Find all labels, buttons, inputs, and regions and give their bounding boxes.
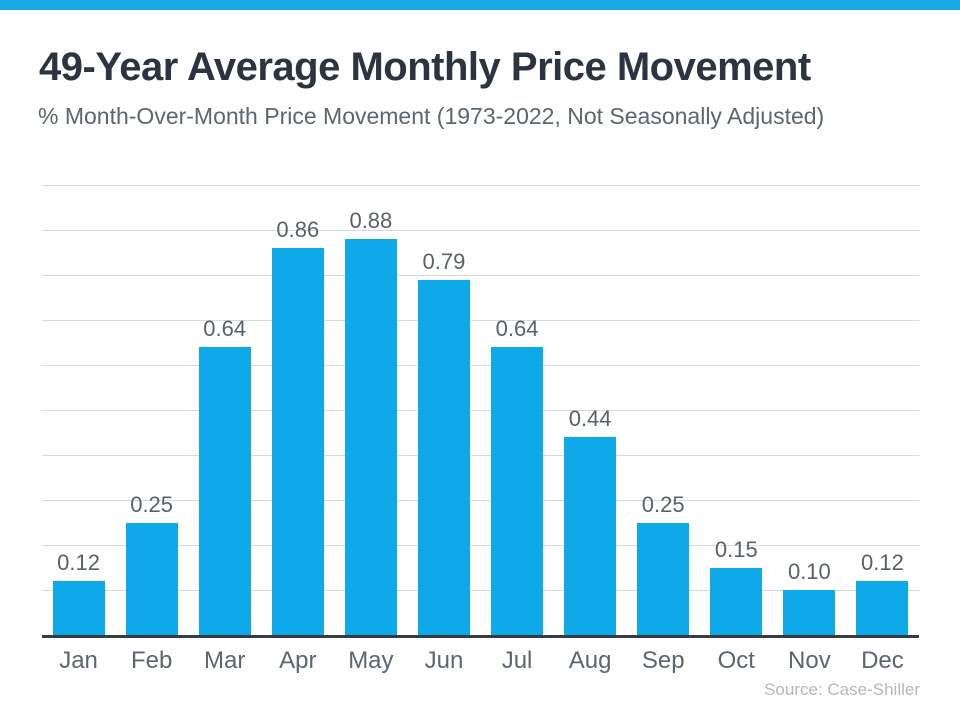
chart-subtitle: % Month-Over-Month Price Movement (1973-… xyxy=(38,103,825,129)
x-axis-label-jul: Jul xyxy=(501,647,533,674)
chart-title: 49-Year Average Monthly Price Movement xyxy=(39,45,811,89)
x-axis-label-nov: Nov xyxy=(788,647,831,674)
bar-value-label: 0.10 xyxy=(787,559,831,584)
bar-oct xyxy=(710,567,763,635)
gridline xyxy=(42,545,919,546)
x-axis-label-oct: Oct xyxy=(717,647,755,674)
bar-value-label: 0.12 xyxy=(57,550,100,575)
plot-area: 0.12 0.25 0.64 0.86 0.88 0.79 0.64 0.44 0.25 0.15… xyxy=(42,185,919,635)
bar-value-label: 0.79 xyxy=(422,248,466,274)
x-axis-labels: Jan Feb Mar Apr May Jun Jul Aug Sep Oct Nov Dec xyxy=(42,649,919,677)
bar-value-label: 0.64 xyxy=(495,316,539,341)
gridline xyxy=(42,500,919,501)
bar-mar xyxy=(198,347,251,635)
x-axis-label-apr: Apr xyxy=(279,647,317,674)
bar-value-label: 0.15 xyxy=(714,536,758,562)
x-axis-label-jan: Jan xyxy=(59,647,98,674)
x-axis-label-jun: Jun xyxy=(424,647,464,674)
gridline xyxy=(42,320,919,321)
gridline xyxy=(42,590,919,591)
bar-value-label: 0.25 xyxy=(641,491,685,517)
gridline xyxy=(42,365,919,366)
bar-chart: 0.12 0.25 0.64 0.86 0.88 0.79 0.64 0.44 0.25 0.15… xyxy=(42,185,919,635)
bar-sep xyxy=(637,522,690,635)
x-axis-label-may: May xyxy=(348,647,394,674)
bar-jul xyxy=(491,347,544,635)
bar-value-label: 0.64 xyxy=(203,316,247,341)
x-axis-line xyxy=(42,635,919,638)
bar-may xyxy=(344,239,397,635)
bar-dec xyxy=(856,581,909,635)
gridline xyxy=(42,410,919,411)
gridline xyxy=(42,455,919,456)
gridline xyxy=(42,185,919,186)
bar-value-label: 0.25 xyxy=(130,491,174,517)
x-axis-label-feb: Feb xyxy=(130,647,173,674)
bar-nov xyxy=(783,590,836,635)
bar-apr xyxy=(271,248,324,635)
bar-value-label: 0.86 xyxy=(276,217,320,242)
bar-value-label: 0.12 xyxy=(861,550,904,575)
gridline xyxy=(42,275,919,276)
bar-feb xyxy=(125,522,178,635)
top-accent-bar xyxy=(0,0,960,10)
bar-jan xyxy=(52,581,105,635)
bar-value-label: 0.44 xyxy=(568,406,612,431)
bar-aug xyxy=(564,437,617,635)
bar-jun xyxy=(417,279,470,635)
x-axis-label-dec: Dec xyxy=(861,647,904,674)
bar-value-label: 0.88 xyxy=(349,208,393,233)
x-axis-label-mar: Mar xyxy=(204,647,246,674)
x-axis-label-sep: Sep xyxy=(641,647,685,674)
x-axis-label-aug: Aug xyxy=(568,647,612,674)
gridline xyxy=(42,230,919,231)
source-note: Source: Case-Shiller xyxy=(764,680,920,699)
